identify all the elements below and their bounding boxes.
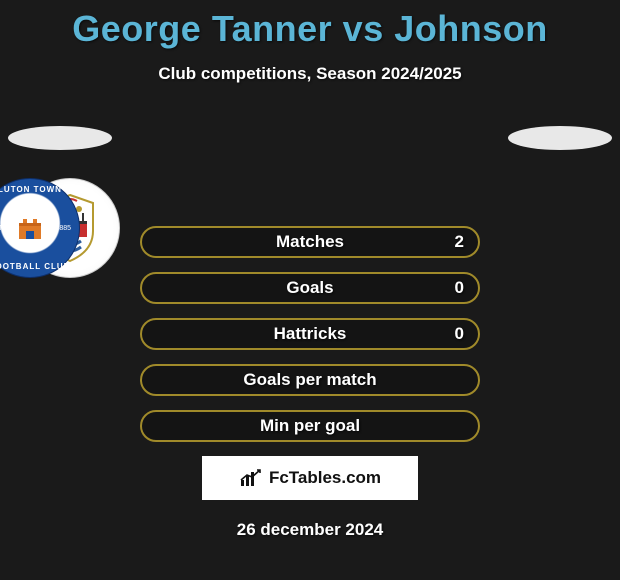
branding-box: FcTables.com: [202, 456, 418, 500]
comparison-panel: LUTON TOWN FOOTBALL CLUB EST 1885 Matche…: [0, 126, 620, 540]
luton-ring-bottom: FOOTBALL CLUB: [0, 262, 70, 271]
stat-row-hattricks: Hattricks 0: [140, 318, 480, 350]
stat-label: Hattricks: [274, 324, 347, 344]
stat-row-goals: Goals 0: [140, 272, 480, 304]
luton-ring-right: 1885: [55, 225, 71, 232]
subtitle: Club competitions, Season 2024/2025: [0, 64, 620, 84]
stat-row-goals-per-match: Goals per match: [140, 364, 480, 396]
player-left-shadow: [8, 126, 112, 150]
stats-list: Matches 2 Goals 0 Hattricks 0 Goals per …: [140, 226, 480, 442]
stat-label: Matches: [276, 232, 344, 252]
stat-label: Min per goal: [260, 416, 360, 436]
luton-ring-left: EST: [0, 225, 3, 232]
stat-label: Goals per match: [243, 370, 376, 390]
fctables-logo-icon: [239, 468, 263, 488]
brand-text: FcTables.com: [269, 468, 381, 488]
stat-value: 0: [455, 324, 464, 344]
player-right-shadow: [508, 126, 612, 150]
stat-value: 2: [455, 232, 464, 252]
stat-row-min-per-goal: Min per goal: [140, 410, 480, 442]
date-text: 26 december 2024: [0, 520, 620, 540]
page-title: George Tanner vs Johnson: [0, 0, 620, 50]
stat-label: Goals: [286, 278, 333, 298]
luton-inner-icon: [9, 207, 51, 249]
stat-value: 0: [455, 278, 464, 298]
luton-ring-top: LUTON TOWN: [0, 185, 62, 194]
stat-row-matches: Matches 2: [140, 226, 480, 258]
